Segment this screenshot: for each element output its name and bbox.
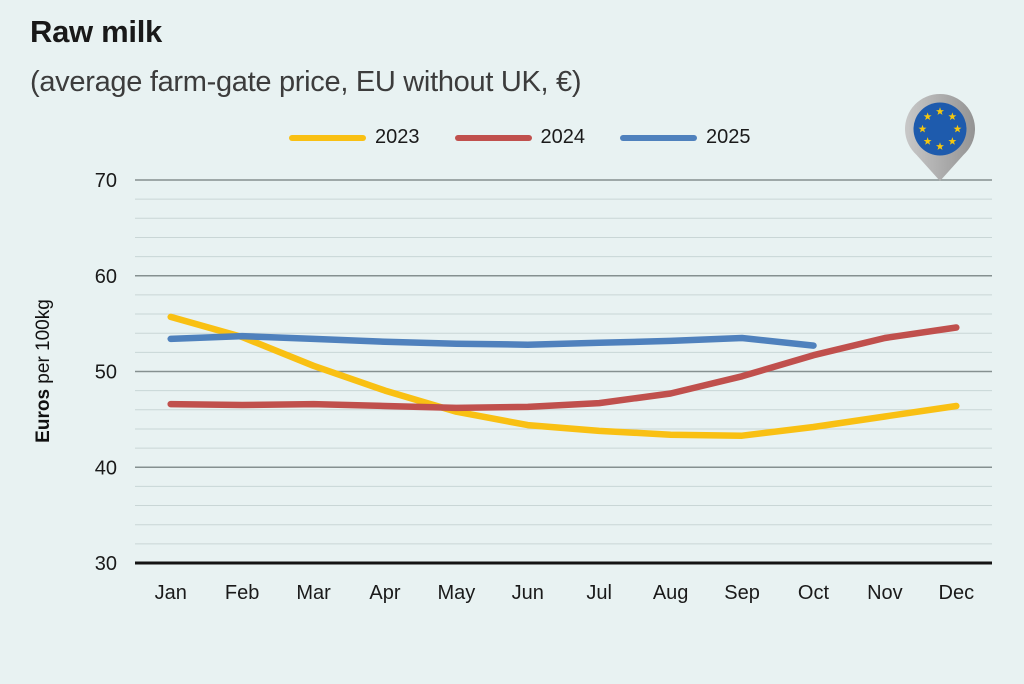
x-tick-label: Apr	[369, 582, 400, 604]
y-tick-label: 50	[95, 362, 117, 384]
x-tick-label: Jul	[586, 582, 612, 604]
legend: 2023 2024 2025	[289, 126, 751, 149]
y-axis-label: Euros per 100kg	[32, 291, 56, 451]
y-tick-label: 70	[95, 170, 117, 192]
series-line-2025	[167, 332, 817, 349]
legend-item-2023[interactable]: 2023	[289, 126, 420, 149]
y-tick-label: 30	[95, 553, 117, 575]
eu-star-icon	[936, 107, 944, 115]
y-axis-label-rest: per 100kg	[33, 299, 54, 389]
eu-flag-location-pin-icon	[905, 93, 975, 181]
eu-star-icon	[953, 124, 962, 133]
x-tick-label: Nov	[867, 582, 903, 604]
y-tick-label: 40	[95, 457, 117, 479]
x-tick-label: Oct	[798, 582, 830, 604]
series-line-2023	[167, 313, 960, 439]
legend-swatch-2024	[454, 134, 532, 141]
legend-item-2025[interactable]: 2025	[620, 126, 751, 149]
legend-label-2025: 2025	[706, 126, 751, 148]
eu-star-icon	[923, 112, 932, 121]
x-tick-label: Mar	[296, 582, 331, 604]
x-tick-label: May	[437, 582, 475, 604]
y-axis-label-bold: Euros	[33, 388, 54, 443]
x-tick-label: Feb	[225, 582, 259, 604]
y-tick-label: 60	[95, 266, 117, 288]
eu-star-icon	[936, 142, 944, 150]
legend-label-2024: 2024	[540, 126, 586, 148]
eu-star-icon	[948, 137, 957, 145]
eu-flag-stars	[918, 107, 962, 150]
page-title: Raw milk	[30, 14, 162, 49]
page-subtitle: (average farm-gate price, EU without UK,…	[30, 66, 582, 98]
eu-star-icon	[918, 124, 927, 133]
legend-item-2024[interactable]: 2024	[454, 126, 586, 149]
x-tick-label: Jan	[155, 582, 187, 604]
eu-star-icon	[948, 112, 957, 121]
x-tick-label: Jun	[512, 582, 544, 604]
series-line-2024	[167, 324, 960, 412]
legend-swatch-2025	[620, 134, 697, 141]
legend-swatch-2023	[289, 134, 366, 141]
eu-star-icon	[923, 137, 932, 145]
x-tick-label: Dec	[939, 582, 975, 604]
legend-label-2023: 2023	[375, 126, 420, 148]
x-tick-label: Sep	[724, 582, 760, 604]
x-tick-label: Aug	[653, 582, 689, 604]
